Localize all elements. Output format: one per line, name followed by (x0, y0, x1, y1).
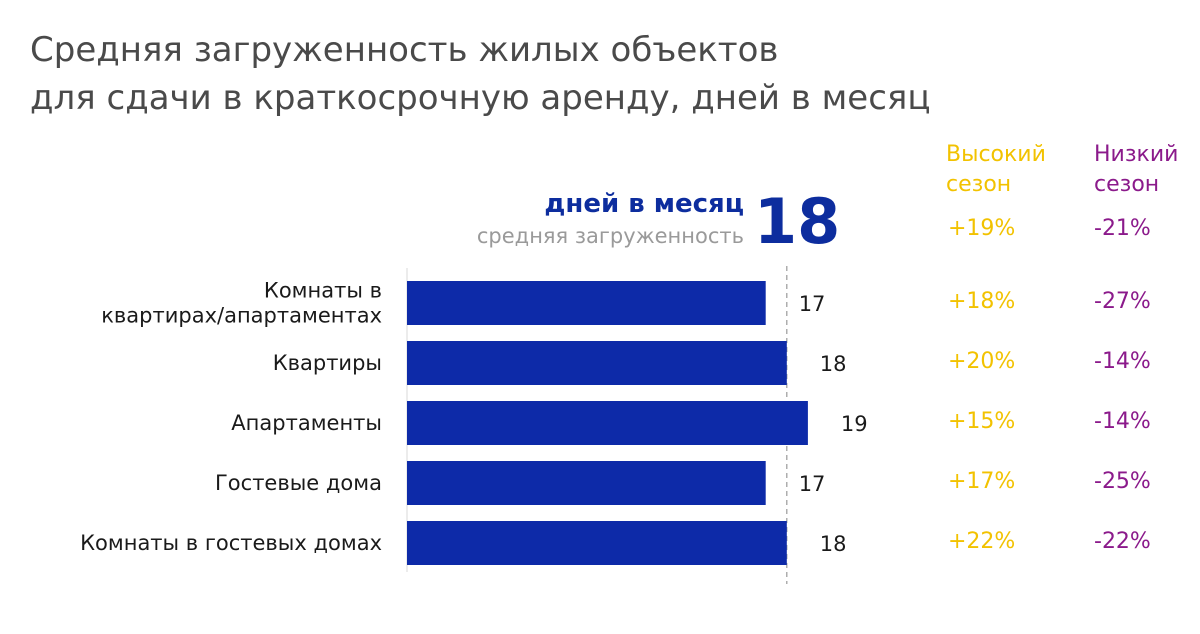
bar (407, 281, 766, 325)
average-value: 18 (754, 185, 841, 258)
bar (407, 521, 787, 565)
category-label: Квартиры (273, 351, 382, 375)
category-label: Гостевые дома (215, 471, 382, 495)
chart-title-line-1: Средняя загруженность жилых объектов (30, 30, 779, 70)
high-season-pct: +18% (948, 289, 1015, 314)
average-low-pct: -21% (1094, 216, 1151, 241)
chart-title: Средняя загруженность жилых объектов для… (30, 26, 931, 122)
category-label: Комнаты в (264, 279, 382, 303)
bar (407, 461, 766, 505)
category-label: Апартаменты (231, 411, 382, 435)
value-label: 17 (799, 472, 826, 496)
low-season-pct: -22% (1094, 529, 1151, 554)
average-label-block: дней в месяц средняя загруженность (477, 186, 744, 250)
category-label: квартирах/апартаментах (101, 304, 382, 328)
low-season-pct: -27% (1094, 289, 1151, 314)
high-season-pct: +22% (948, 529, 1015, 554)
high-season-pct: +17% (948, 469, 1015, 494)
value-label: 17 (799, 292, 826, 316)
bar (407, 341, 787, 385)
average-high-pct: +19% (948, 216, 1016, 241)
bar (407, 401, 808, 445)
high-season-header: Высокий сезон (946, 142, 1046, 197)
value-label: 18 (820, 352, 847, 376)
chart-title-line-2: для сдачи в краткосрочную аренду, дней в… (30, 78, 931, 118)
low-season-header: Низкий сезон (1094, 142, 1179, 197)
low-season-pct: -25% (1094, 469, 1151, 494)
average-label: дней в месяц (544, 189, 744, 219)
low-season-pct: -14% (1094, 409, 1151, 434)
low-season-pct: -14% (1094, 349, 1151, 374)
average-sublabel: средняя загруженность (476, 224, 744, 248)
value-label: 19 (841, 412, 868, 436)
value-label: 18 (820, 532, 847, 556)
high-season-pct: +15% (948, 409, 1015, 434)
high-season-pct: +20% (948, 349, 1015, 374)
category-label: Комнаты в гостевых домах (80, 531, 382, 555)
